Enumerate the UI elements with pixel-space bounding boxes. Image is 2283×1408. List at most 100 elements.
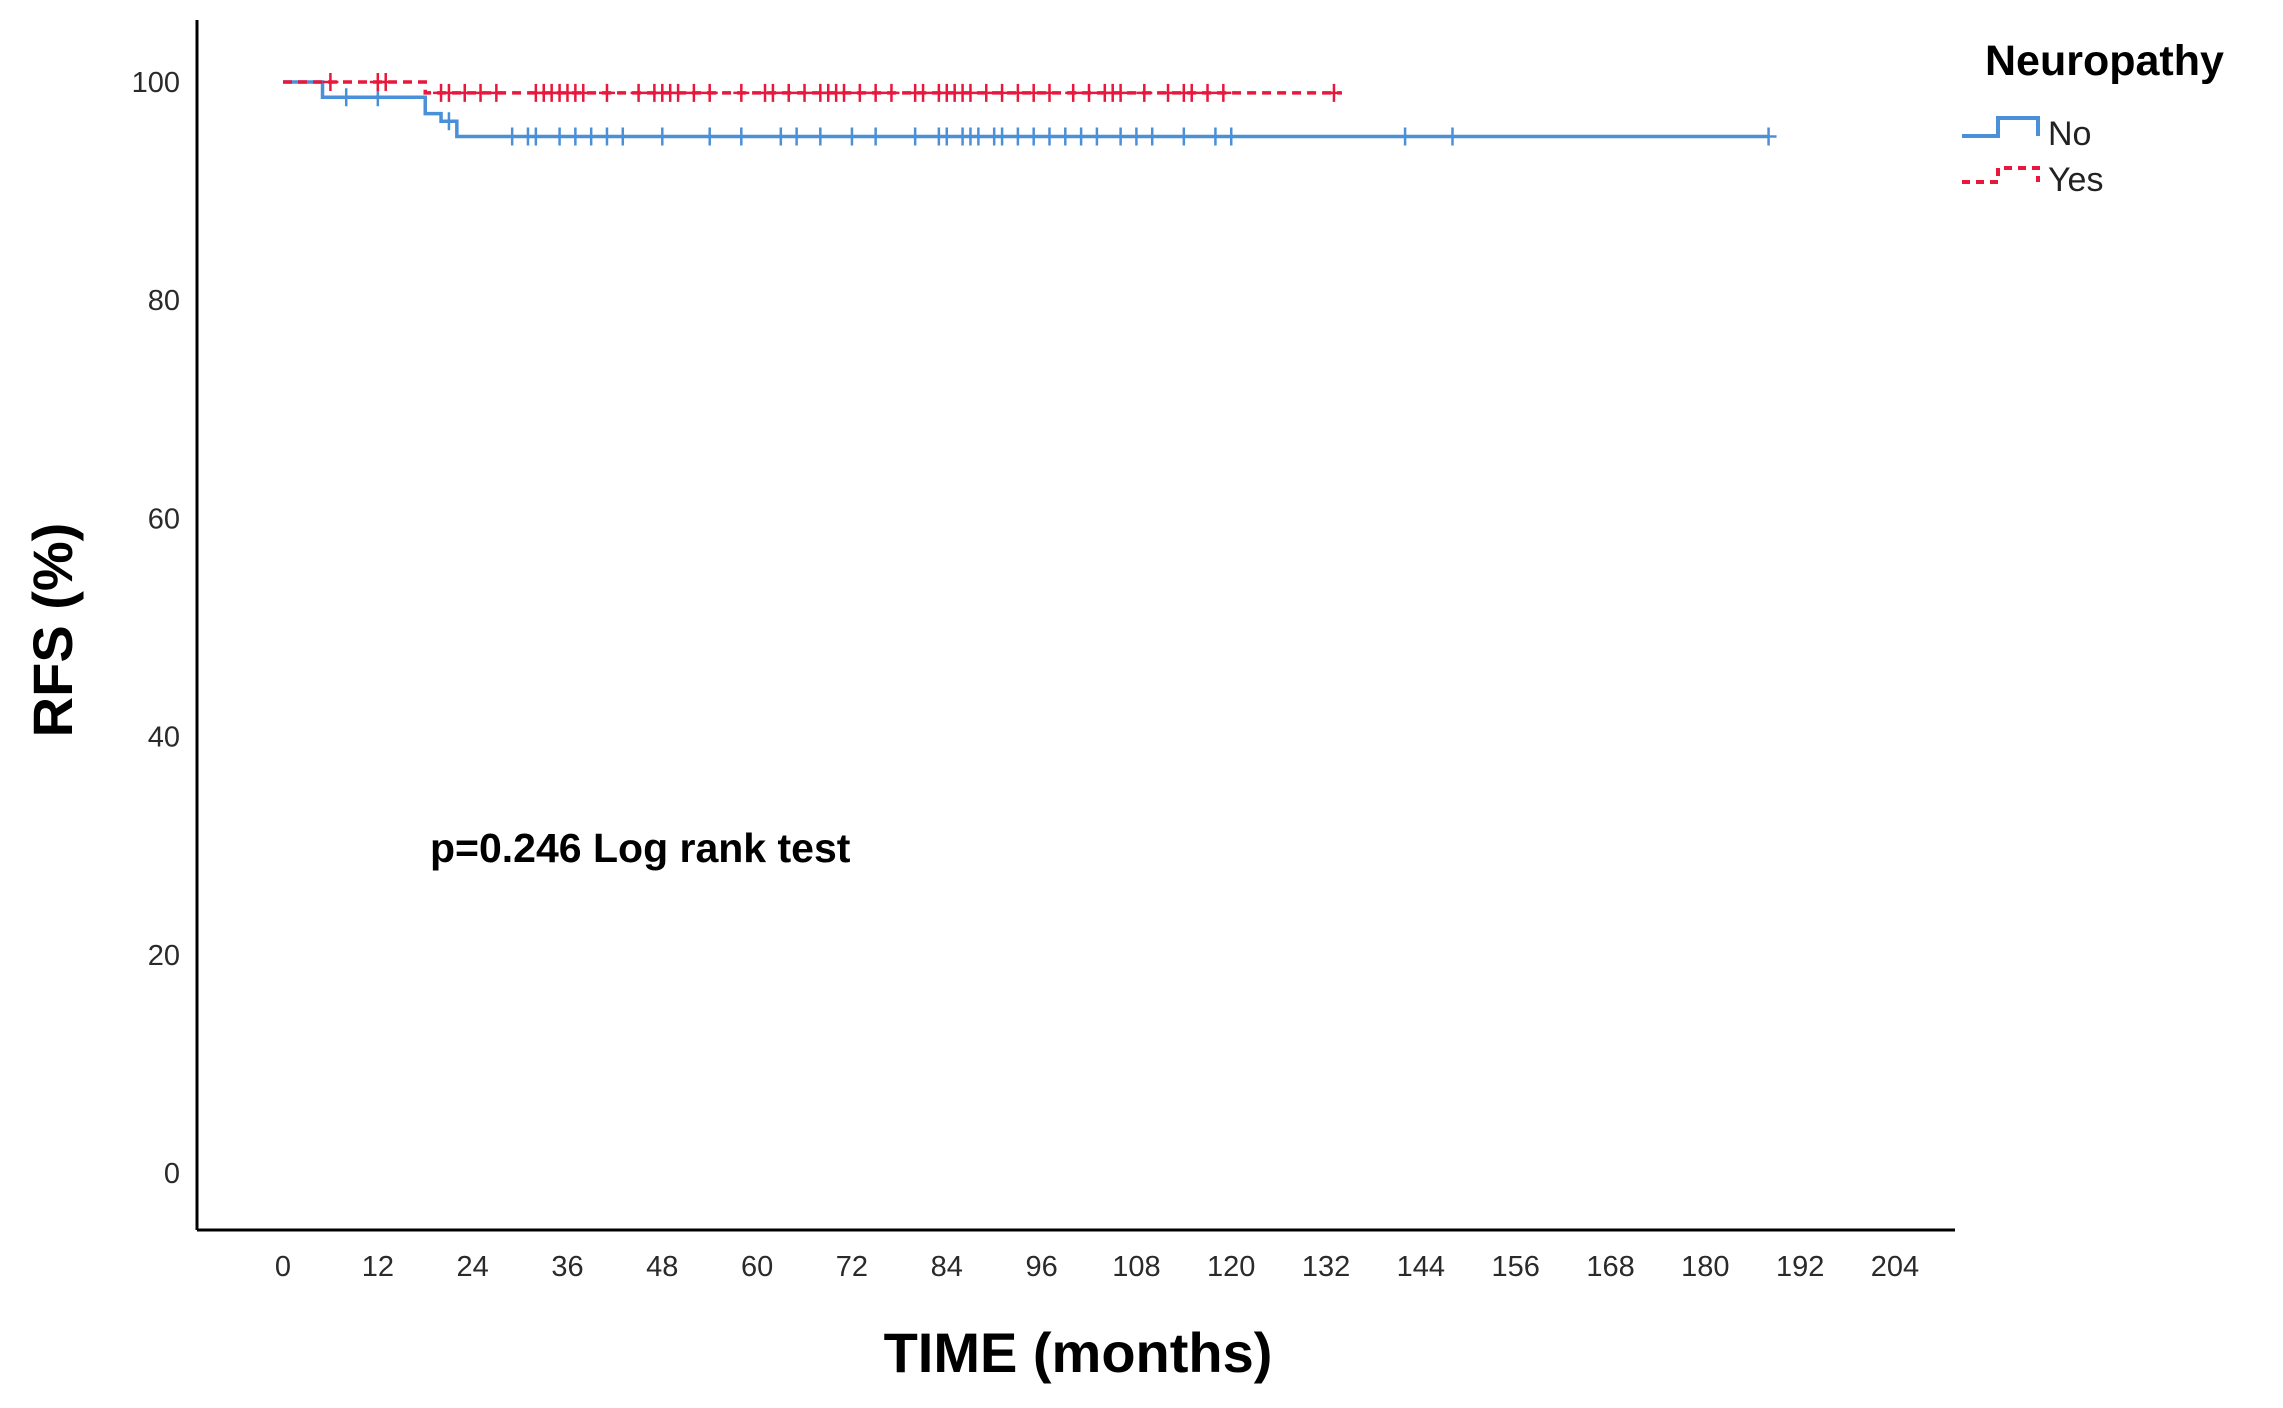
censor-mark-no — [1041, 127, 1058, 146]
censor-mark-yes — [1009, 83, 1026, 102]
y-tick-labels: 0 20 40 60 80 100 — [132, 67, 180, 1190]
censor-mark-yes — [575, 83, 592, 102]
censor-mark-no — [970, 127, 987, 146]
censor-mark-yes — [978, 83, 995, 102]
x-tick-label: 192 — [1776, 1251, 1824, 1283]
censor-mark-yes — [1136, 83, 1153, 102]
censor-mark-yes — [867, 83, 884, 102]
series-yes — [283, 73, 1342, 102]
x-tick-label: 72 — [836, 1251, 868, 1283]
censor-mark-no — [1088, 127, 1105, 146]
censor-mark-no — [1397, 127, 1414, 146]
censor-mark-no — [551, 127, 568, 146]
censor-mark-no — [1175, 127, 1192, 146]
censor-mark-no — [1144, 127, 1161, 146]
x-tick-label: 108 — [1112, 1251, 1160, 1283]
censor-mark-yes — [1325, 83, 1342, 102]
y-tick-label: 80 — [148, 285, 180, 317]
legend-title: Neuropathy — [1985, 37, 2224, 85]
x-tick-label: 144 — [1397, 1251, 1445, 1283]
censor-mark-yes — [472, 83, 489, 102]
censor-mark-yes — [1112, 83, 1129, 102]
censor-mark-no — [701, 127, 718, 146]
censor-mark-no — [867, 127, 884, 146]
censor-mark-yes — [915, 83, 932, 102]
censor-mark-no — [583, 127, 600, 146]
x-tick-label: 156 — [1492, 1251, 1540, 1283]
y-tick-label: 100 — [132, 67, 180, 99]
censor-mark-yes — [1183, 83, 1200, 102]
censor-mark-no — [1207, 127, 1224, 146]
censor-mark-no — [994, 127, 1011, 146]
censor-mark-no — [1073, 127, 1090, 146]
x-axis-title: TIME (months) — [884, 1321, 1273, 1384]
censor-mark-yes — [1041, 83, 1058, 102]
y-tick-label: 40 — [148, 722, 180, 754]
censor-mark-no — [369, 88, 386, 107]
x-tick-label: 60 — [741, 1251, 773, 1283]
censor-mark-no — [1025, 127, 1042, 146]
legend: Neuropathy No Yes — [1962, 37, 2224, 199]
censor-mark-no — [1760, 127, 1777, 146]
x-tick-label: 24 — [457, 1251, 489, 1283]
censor-mark-yes — [322, 73, 339, 91]
x-tick-label: 36 — [551, 1251, 583, 1283]
censor-mark-no — [1128, 127, 1145, 146]
censor-mark-yes — [377, 73, 394, 91]
y-tick-label: 60 — [148, 503, 180, 535]
censor-mark-no — [598, 127, 615, 146]
x-tick-label: 48 — [646, 1251, 678, 1283]
censor-mark-yes — [440, 83, 457, 102]
censor-mark-yes — [1215, 83, 1232, 102]
censor-mark-yes — [598, 83, 615, 102]
x-tick-label: 204 — [1871, 1251, 1919, 1283]
censor-mark-yes — [1160, 83, 1177, 102]
censor-mark-no — [654, 127, 671, 146]
legend-label-no: No — [2048, 115, 2091, 153]
censor-mark-no — [1223, 127, 1240, 146]
censor-mark-no — [614, 127, 631, 146]
censor-mark-yes — [670, 83, 687, 102]
censor-mark-yes — [883, 83, 900, 102]
censor-mark-yes — [456, 83, 473, 102]
y-axis-title: RFS (%) — [21, 523, 84, 738]
y-tick-label: 20 — [148, 940, 180, 972]
censor-mark-yes — [796, 83, 813, 102]
censor-mark-yes — [962, 83, 979, 102]
censor-mark-yes — [1025, 83, 1042, 102]
series-layer — [283, 73, 1777, 146]
x-tick-label: 84 — [931, 1251, 963, 1283]
censor-mark-no — [843, 127, 860, 146]
censor-mark-yes — [701, 83, 718, 102]
censor-mark-no — [527, 127, 544, 146]
km-curve-no — [283, 80, 1769, 139]
censor-mark-no — [338, 88, 355, 107]
legend-label-yes: Yes — [2048, 161, 2103, 199]
axes — [195, 20, 1955, 1232]
legend-swatch-yes — [1962, 166, 2040, 184]
series-no — [283, 80, 1777, 146]
censor-mark-yes — [1199, 83, 1216, 102]
censor-mark-yes — [994, 83, 1011, 102]
censor-mark-yes — [764, 83, 781, 102]
x-tick-label: 180 — [1681, 1251, 1729, 1283]
censor-mark-no — [504, 127, 521, 146]
censor-mark-yes — [733, 83, 750, 102]
x-tick-labels: 0 12 24 36 48 60 72 84 96 108 120 132 144 156 168 180 19… — [275, 1251, 1919, 1283]
censor-mark-yes — [780, 83, 797, 102]
censor-mark-no — [907, 127, 924, 146]
censor-mark-no — [772, 127, 789, 146]
censor-mark-no — [1009, 127, 1026, 146]
censor-mark-no — [1112, 127, 1129, 146]
x-tick-label: 120 — [1207, 1251, 1255, 1283]
y-tick-label: 0 — [164, 1158, 180, 1190]
x-tick-label: 96 — [1025, 1251, 1057, 1283]
censor-mark-no — [812, 127, 829, 146]
censor-mark-no — [1057, 127, 1074, 146]
censor-mark-yes — [851, 83, 868, 102]
censor-mark-no — [1444, 127, 1461, 146]
log-rank-annotation: p=0.246 Log rank test — [430, 825, 851, 871]
x-tick-label: 12 — [362, 1251, 394, 1283]
censor-mark-no — [567, 127, 584, 146]
